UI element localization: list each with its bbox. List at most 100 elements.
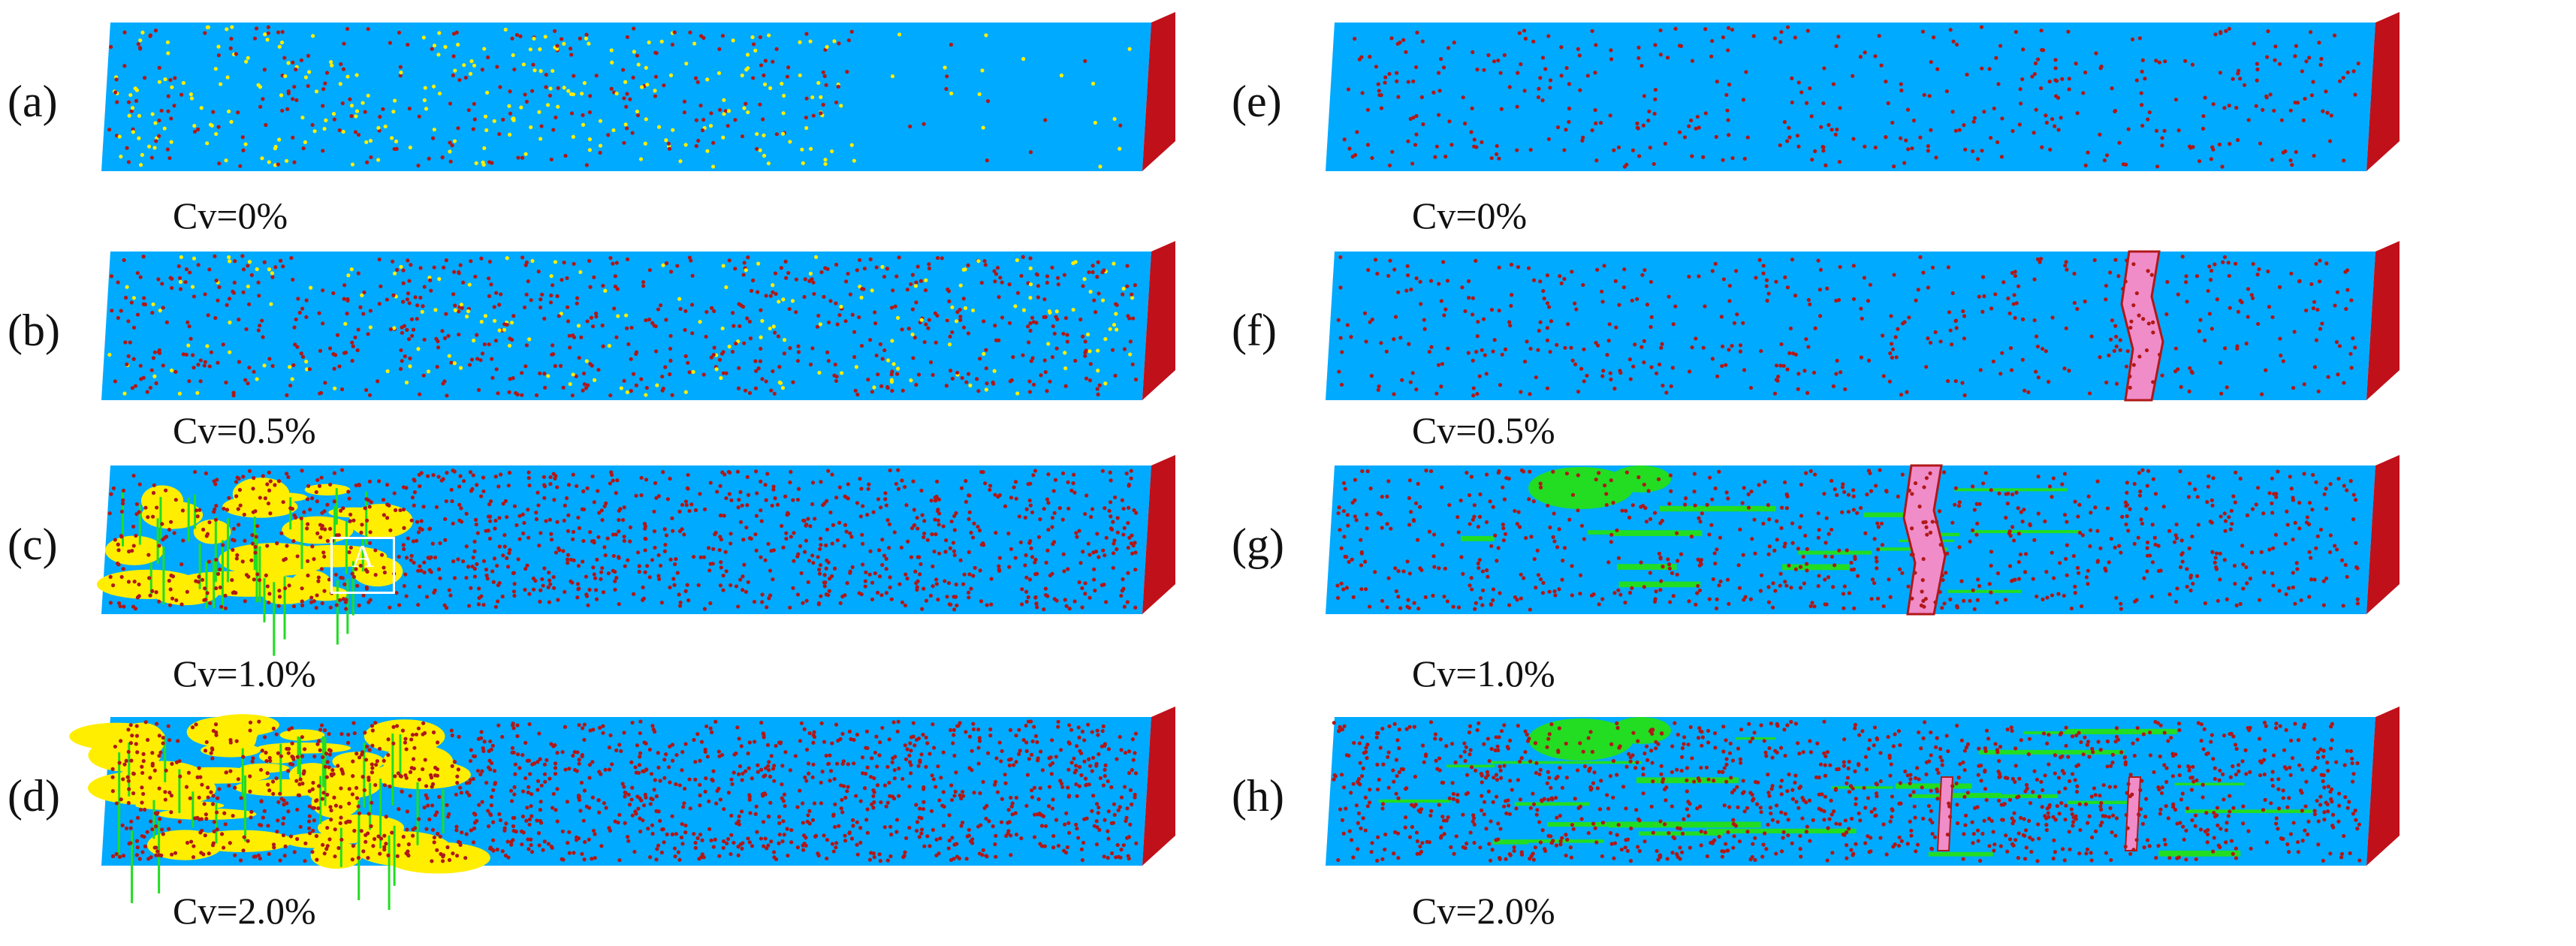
atom xyxy=(1023,563,1027,568)
atom xyxy=(670,832,674,836)
atom xyxy=(249,815,253,820)
atom xyxy=(211,110,216,114)
atom xyxy=(683,143,688,147)
atom xyxy=(727,258,731,263)
atom xyxy=(626,342,631,347)
atom xyxy=(720,326,725,331)
atom xyxy=(352,731,357,736)
atom xyxy=(235,553,240,557)
atom xyxy=(1492,338,1497,342)
atom xyxy=(845,789,849,794)
atom xyxy=(1065,333,1069,337)
atom xyxy=(721,574,725,578)
atom xyxy=(432,44,437,48)
atom xyxy=(980,68,985,73)
atom xyxy=(1877,34,1881,38)
atom xyxy=(411,539,416,544)
atom xyxy=(324,752,329,756)
atom xyxy=(259,799,264,804)
atom xyxy=(925,538,930,542)
atom xyxy=(903,743,907,748)
atom xyxy=(282,798,286,803)
atom xyxy=(915,526,920,531)
atom xyxy=(192,256,197,261)
atom xyxy=(675,571,680,575)
atom xyxy=(982,259,987,264)
atom xyxy=(986,751,991,755)
atom xyxy=(802,294,807,300)
atom xyxy=(227,297,232,301)
atom xyxy=(691,555,696,559)
atom xyxy=(668,557,673,562)
atom xyxy=(717,854,722,858)
atom xyxy=(1058,779,1063,783)
atom xyxy=(1449,143,1454,147)
atom xyxy=(250,759,255,764)
green-streak xyxy=(335,488,338,525)
atom xyxy=(630,813,635,818)
atom xyxy=(1031,320,1036,324)
atom xyxy=(2017,122,2022,127)
atom xyxy=(481,559,487,563)
atom xyxy=(852,158,856,163)
atom xyxy=(1050,571,1054,576)
atom xyxy=(1950,291,1955,296)
atom xyxy=(931,827,936,832)
atom xyxy=(680,527,684,532)
atom xyxy=(834,722,839,727)
atom xyxy=(520,753,525,758)
atom xyxy=(288,365,292,369)
atom xyxy=(629,760,634,764)
atom xyxy=(765,846,769,851)
atom xyxy=(625,326,629,330)
atom xyxy=(1890,120,1895,125)
atom xyxy=(215,478,219,482)
atom xyxy=(992,269,997,273)
atom xyxy=(885,764,890,770)
green-streak xyxy=(357,800,360,861)
atom xyxy=(910,332,915,337)
atom xyxy=(381,107,385,111)
atom xyxy=(783,750,788,755)
atom xyxy=(1387,71,1392,77)
atom xyxy=(295,755,300,759)
atom xyxy=(2318,62,2323,67)
atom xyxy=(1765,298,1769,303)
atom xyxy=(1038,517,1042,522)
atom xyxy=(251,487,255,491)
atom xyxy=(555,44,560,48)
atom xyxy=(876,372,880,377)
atom xyxy=(267,267,272,272)
simulation-bar xyxy=(69,706,1175,910)
atom xyxy=(111,486,116,490)
atom xyxy=(243,599,247,604)
atom xyxy=(2266,29,2270,34)
atom xyxy=(543,385,547,390)
atom xyxy=(579,335,584,339)
atom xyxy=(1036,295,1040,300)
atom xyxy=(172,104,176,108)
atom xyxy=(2288,108,2293,113)
atom xyxy=(425,796,430,800)
atom xyxy=(567,767,572,771)
atom xyxy=(1128,822,1133,827)
atom xyxy=(584,36,589,41)
atom xyxy=(370,724,375,728)
atom xyxy=(991,380,995,384)
atom xyxy=(421,35,426,40)
atom xyxy=(484,128,489,132)
atom xyxy=(971,535,976,540)
atom xyxy=(828,779,832,783)
atom xyxy=(754,804,759,809)
atom xyxy=(729,833,734,837)
atom xyxy=(830,541,834,546)
green-streak xyxy=(388,835,391,910)
atom xyxy=(1796,372,1801,376)
atom xyxy=(547,571,551,575)
atom xyxy=(339,62,343,67)
atom xyxy=(1759,348,1763,354)
atom xyxy=(119,797,123,802)
atom xyxy=(1028,256,1033,261)
atom xyxy=(2327,139,2333,143)
atom xyxy=(2218,360,2223,365)
